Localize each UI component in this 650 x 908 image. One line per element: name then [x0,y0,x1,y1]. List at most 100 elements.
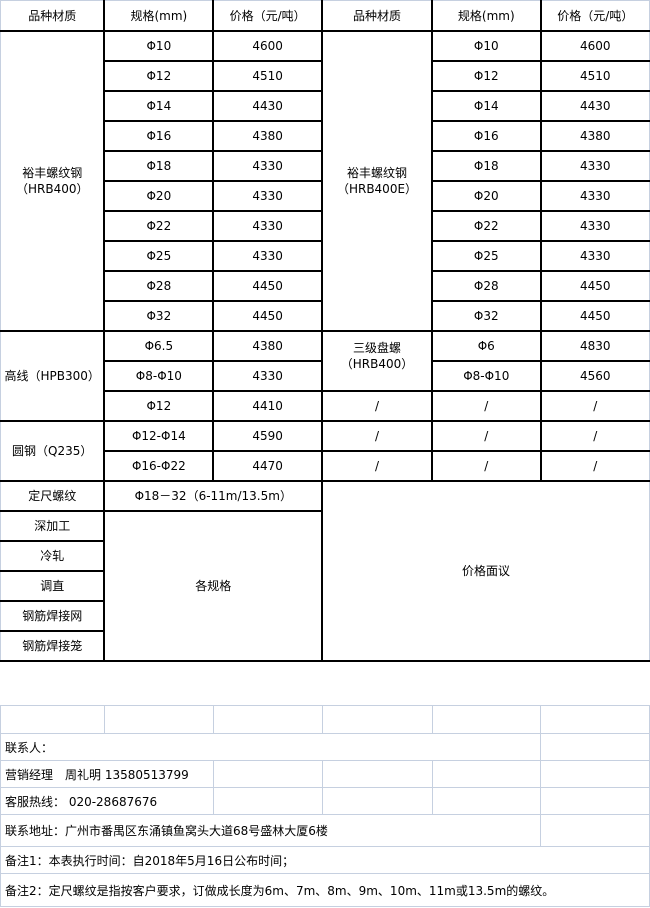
price-cell: 4510 [212,60,324,92]
table-row: Φ28 4450 Φ28 4450 [1,270,650,302]
spec-cell: Φ12 [430,60,542,92]
processing-item: 钢筋焊接笼 [0,630,106,662]
price-cell: 4330 [212,150,324,182]
empty-slash: / [430,390,542,422]
spec-cell: Φ18 [103,150,215,182]
spec-cell: Φ12-Φ14 [103,420,215,452]
spec-cell: Φ6 [430,330,542,362]
table-row: 裕丰螺纹钢 （HRB400） Φ10 4600 裕丰螺纹钢 （HRB400E） Φ10 4… [0,30,650,332]
empty-slash: / [321,450,433,482]
note-1: 备注1：本表执行时间：自2018年5月16日公布时间； [0,846,650,874]
contact-table: 联系人： 营销经理 周礼明 13580513799 客服热线： 020-2868… [0,705,650,907]
spec-cell: Φ14 [430,90,542,122]
table-row: Φ14 4430 Φ14 4430 [1,90,650,122]
price-cell: 4430 [212,90,324,122]
price-cell: 4450 [539,300,650,332]
price-table: 品种材质 规格(mm) 价格（元/吨） 品种材质 规格(mm) 价格（元/吨） 裕丰螺纹钢 … [0,0,650,662]
spec-cell: Φ12 [103,60,215,92]
price-cell: 4330 [212,210,324,242]
price-cell: 4380 [212,330,324,362]
price-cell: 4380 [539,120,650,152]
spec-cell: Φ28 [103,270,215,302]
spec-cell: Φ25 [430,240,542,272]
table-row: Φ16 4380 Φ16 4380 [1,120,650,152]
spec-cell: Φ16 [430,120,542,152]
price-cell: 4560 [539,360,650,392]
empty-slash: / [539,450,650,482]
note-2: 备注2：定尺螺纹是指按客户要求，订做成长度为6m、7m、8m、9m、10m、11… [0,873,650,907]
price-cell: 4330 [212,240,324,272]
table-row: Φ22 4330 Φ22 4330 [1,210,650,242]
table-row: 深加工 各规格 [0,510,650,662]
spec-cell: Φ20 [103,180,215,212]
spec-cell: Φ8-Φ10 [430,360,542,392]
column-header: 价格（元/吨） [539,0,650,32]
table-row: Φ8-Φ10 4330 Φ8-Φ10 4560 [1,360,650,392]
manager-contact: 营销经理 周礼明 13580513799 [0,760,214,788]
spec-cell: Φ12 [103,390,215,422]
price-cell: 4330 [539,240,650,272]
spec-cell: Φ22 [430,210,542,242]
column-header: 品种材质 [321,0,433,32]
table-row: Φ32 4450 Φ32 4450 [1,300,650,332]
empty-slash: / [539,420,650,452]
empty-slash: / [430,420,542,452]
spec-cell: Φ10 [103,30,215,62]
empty-slash: / [321,390,433,422]
empty-slash: / [430,450,542,482]
processing-item: 钢筋焊接网 [0,600,106,632]
fixed-length-label: 定尺螺纹 [0,480,106,512]
spec-cell: Φ18 [430,150,542,182]
all-specs: 各规格 [103,510,324,662]
spec-cell: Φ32 [103,300,215,332]
contact-label: 联系人： [0,733,542,761]
empty-slash: / [321,420,433,452]
service-hotline: 客服热线： 020-28687676 [0,787,214,815]
contact-address: 联系地址：广州市番禺区东涌镇鱼窝头大道68号盛林大厦6楼 [0,814,542,847]
processing-item: 冷轧 [0,540,106,572]
spec-cell: Φ25 [103,240,215,272]
price-cell: 4470 [212,450,324,482]
table-row: 调直 [0,570,650,602]
price-cell: 4510 [539,60,650,92]
table-row: Φ12 4510 Φ12 4510 [1,60,650,92]
price-cell: 4430 [539,90,650,122]
table-row: 高线（HPB300） Φ6.5 4380 三级盘螺 （HRB400） Φ6 4830 [0,330,650,422]
price-cell: 4830 [539,330,650,362]
table-row: 冷轧 [0,540,650,572]
price-cell: 4330 [539,210,650,242]
price-cell: 4600 [539,30,650,62]
empty-slash: / [539,390,650,422]
column-header: 规格(mm) [430,0,542,32]
price-cell: 4450 [212,270,324,302]
table-row: 钢筋焊接网 [0,600,650,632]
spec-cell: Φ22 [103,210,215,242]
material-name: 圆钢（Q235） [0,420,106,482]
price-cell: 4330 [212,360,324,392]
column-header: 品种材质 [0,0,106,32]
price-cell: 4450 [539,270,650,302]
column-header: 价格（元/吨） [212,0,324,32]
table-row: 定尺螺纹 Φ18－32（6-11m/13.5m） 价格面议 [0,480,650,662]
spec-cell: Φ28 [430,270,542,302]
material-name: 高线（HPB300） [0,330,106,422]
processing-item: 深加工 [0,510,106,542]
spec-cell: Φ20 [430,180,542,212]
table-row: 圆钢（Q235） Φ12-Φ14 4590// / [0,420,650,482]
spec-cell: Φ8-Φ10 [103,360,215,392]
column-header: 规格(mm) [103,0,215,32]
table-row: Φ18 4330 Φ18 4330 [1,150,650,182]
spec-cell: Φ16 [103,120,215,152]
table-row: 钢筋焊接笼 [0,630,650,662]
material-name: 三级盘螺 （HRB400） [321,330,433,392]
price-cell: 4410 [212,390,324,422]
fixed-length-spec: Φ18－32（6-11m/13.5m） [103,480,324,512]
table-row: Φ20 4330 Φ20 4330 [1,180,650,212]
spec-cell: Φ6.5 [103,330,215,362]
price-cell: 4600 [212,30,324,62]
table-row: Φ16-Φ22 4470// / [1,450,650,482]
table-row: Φ12 4410// / [1,390,650,422]
material-name: 裕丰螺纹钢 （HRB400） [0,30,106,332]
price-cell: 4330 [539,150,650,182]
price-cell: 4380 [212,120,324,152]
